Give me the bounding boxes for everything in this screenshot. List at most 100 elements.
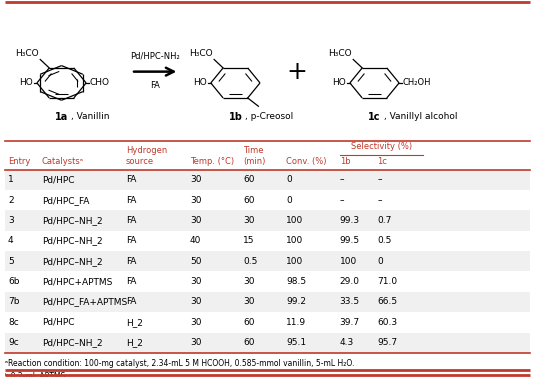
Text: Entry: Entry (8, 157, 30, 166)
Text: H₃CO: H₃CO (328, 49, 352, 58)
Text: 98.5: 98.5 (286, 277, 307, 286)
Text: Conv. (%): Conv. (%) (286, 157, 327, 166)
Bar (5, 251, 530, 271)
Text: 0.7: 0.7 (377, 216, 392, 225)
Text: Temp. (°C): Temp. (°C) (190, 157, 234, 166)
Text: 95.1: 95.1 (286, 338, 307, 347)
Text: H_2: H_2 (126, 338, 143, 347)
Text: 1b: 1b (340, 157, 350, 166)
Text: 39.7: 39.7 (340, 318, 360, 327)
Text: 1c: 1c (368, 112, 381, 123)
Text: –: – (377, 175, 381, 184)
Text: Pd/HPC–NH_2: Pd/HPC–NH_2 (42, 216, 102, 225)
Text: 0: 0 (377, 257, 383, 266)
Text: 60: 60 (243, 318, 255, 327)
Text: 0: 0 (286, 175, 292, 184)
Text: FA: FA (126, 257, 136, 266)
Text: 50: 50 (190, 257, 201, 266)
Text: 30: 30 (190, 297, 201, 307)
Text: +: + (286, 60, 308, 84)
Text: FA: FA (126, 175, 136, 184)
Bar (5, 333, 530, 353)
Text: 4.3: 4.3 (340, 338, 354, 347)
Text: 0: 0 (286, 196, 292, 205)
Text: 8c: 8c (8, 318, 19, 327)
Text: 60: 60 (243, 175, 255, 184)
Text: 99.3: 99.3 (340, 216, 360, 225)
Text: ᵇ 0.2-mL APTMS.: ᵇ 0.2-mL APTMS. (5, 372, 68, 377)
Text: 0.5: 0.5 (377, 236, 392, 245)
Text: Pd/HPC-NH₂: Pd/HPC-NH₂ (131, 51, 180, 60)
Text: ᵃReaction condition: 100-mg catalyst, 2.34-mL 5 M HCOOH, 0.585-mmol vanillin, 5-: ᵃReaction condition: 100-mg catalyst, 2.… (5, 359, 355, 368)
Text: Pd/HPC: Pd/HPC (42, 175, 74, 184)
Text: 30: 30 (190, 175, 201, 184)
Text: FA: FA (126, 216, 136, 225)
Text: H₃CO: H₃CO (189, 49, 213, 58)
Text: 11.9: 11.9 (286, 318, 307, 327)
Text: 9c: 9c (8, 338, 19, 347)
Text: FA: FA (126, 236, 136, 245)
Text: 0.5: 0.5 (243, 257, 258, 266)
Text: 100: 100 (286, 216, 303, 225)
Text: 60: 60 (243, 338, 255, 347)
Text: 60: 60 (243, 196, 255, 205)
Text: , Vanillyl alcohol: , Vanillyl alcohol (384, 112, 457, 121)
Text: 7b: 7b (8, 297, 19, 307)
Text: 6b: 6b (8, 277, 19, 286)
Text: 100: 100 (286, 257, 303, 266)
Text: Time
(min): Time (min) (243, 146, 266, 166)
Text: 71.0: 71.0 (377, 277, 398, 286)
Text: FA: FA (150, 81, 160, 90)
Text: 1b: 1b (228, 112, 242, 123)
Bar (5, 170, 530, 190)
Text: Pd/HPC_FA: Pd/HPC_FA (42, 196, 89, 205)
Text: FA: FA (126, 297, 136, 307)
Text: 29.0: 29.0 (340, 277, 360, 286)
Text: 30: 30 (190, 277, 201, 286)
Text: 30: 30 (243, 277, 255, 286)
Text: HO: HO (332, 78, 346, 87)
Text: HO: HO (193, 78, 207, 87)
Text: 2: 2 (8, 196, 14, 205)
Text: Pd/HPC+APTMS: Pd/HPC+APTMS (42, 277, 112, 286)
Text: 30: 30 (190, 338, 201, 347)
Text: H_2: H_2 (126, 318, 143, 327)
Text: 5: 5 (8, 257, 14, 266)
Text: –: – (340, 175, 344, 184)
Text: 30: 30 (243, 297, 255, 307)
Text: Pd/HPC–NH_2: Pd/HPC–NH_2 (42, 236, 102, 245)
Text: 99.5: 99.5 (340, 236, 360, 245)
Text: Catalystsᵃ: Catalystsᵃ (42, 157, 84, 166)
Text: , Vanillin: , Vanillin (71, 112, 110, 121)
Text: 30: 30 (190, 216, 201, 225)
Text: 1: 1 (8, 175, 14, 184)
Text: Pd/HPC_FA+APTMS: Pd/HPC_FA+APTMS (42, 297, 127, 307)
Text: CH₂OH: CH₂OH (403, 78, 431, 87)
Text: 3: 3 (8, 216, 14, 225)
Text: , p-Creosol: , p-Creosol (245, 112, 293, 121)
Text: 60.3: 60.3 (377, 318, 398, 327)
Text: 99.2: 99.2 (286, 297, 306, 307)
Text: 95.7: 95.7 (377, 338, 398, 347)
Text: 30: 30 (243, 216, 255, 225)
Text: 30: 30 (190, 318, 201, 327)
Text: 1c: 1c (377, 157, 387, 166)
Text: –: – (377, 196, 381, 205)
Text: 30: 30 (190, 196, 201, 205)
Text: CHO: CHO (90, 78, 110, 87)
Text: Pd/HPC–NH_2: Pd/HPC–NH_2 (42, 257, 102, 266)
Text: 15: 15 (243, 236, 255, 245)
Text: H₃CO: H₃CO (16, 49, 39, 58)
Text: 40: 40 (190, 236, 201, 245)
Text: 66.5: 66.5 (377, 297, 398, 307)
Text: 1a: 1a (55, 112, 68, 123)
Text: HO: HO (19, 78, 33, 87)
Bar (5, 292, 530, 312)
Text: Hydrogen
source: Hydrogen source (126, 146, 167, 166)
Text: 4: 4 (8, 236, 14, 245)
Text: 100: 100 (286, 236, 303, 245)
Bar (5, 210, 530, 231)
Text: Pd/HPC–NH_2: Pd/HPC–NH_2 (42, 338, 102, 347)
Text: Selectivity (%): Selectivity (%) (350, 142, 412, 151)
Text: FA: FA (126, 277, 136, 286)
